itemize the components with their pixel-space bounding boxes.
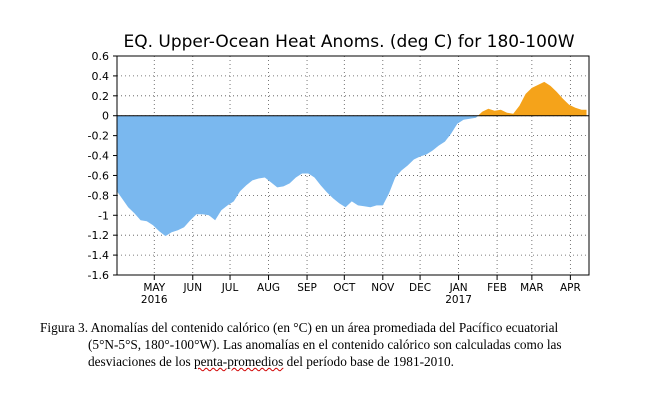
x-tick-label: MAY [143, 282, 165, 294]
x-tick-label: AUG [257, 282, 280, 294]
y-tick-label: -0.8 [88, 189, 109, 202]
y-tick-label: 0.4 [92, 70, 110, 83]
x-tick-label: OCT [333, 282, 356, 294]
y-tick-label: 0 [102, 110, 109, 123]
y-tick-label: -0.4 [88, 150, 109, 163]
y-tick-label: 0.2 [92, 90, 110, 103]
figure-caption: Figura 3. Anomalías del contenido calóri… [40, 319, 640, 370]
y-axis: 0.6 0.4 0.2 0 -0.2 -0.4 -0.6 -0.8 -1 -1.2 -1.4 -1.6 [88, 50, 117, 282]
x-year-label: 2016 [141, 294, 168, 306]
chart-title: EQ. Upper-Ocean Heat Anoms. (deg C) for … [123, 32, 574, 52]
x-tick-label: JUL [221, 282, 239, 294]
y-tick-label: -1.6 [88, 269, 109, 282]
y-tick-label: -1 [98, 209, 109, 222]
anomaly-areas [117, 81, 589, 237]
x-tick-label: MAR [520, 282, 544, 294]
caption-line-3-end: del período base de 1981-2010. [283, 354, 454, 369]
x-tick-label: JUN [182, 282, 202, 294]
x-tick-label: FEB [487, 282, 507, 294]
plot-frame [116, 55, 590, 276]
y-tick-label: -0.6 [88, 169, 109, 182]
x-tick-label: APR [560, 282, 581, 294]
x-tick-label: JAN [449, 282, 468, 294]
x-tick-label: DEC [409, 282, 431, 294]
positive-anomaly-area [117, 81, 587, 116]
caption-line-2: (5°N-5°S, 180°-100°W). Las anomalías en … [88, 337, 562, 352]
caption-line-3-start: desviaciones de los [88, 354, 194, 369]
x-year-label: 2017 [445, 294, 472, 306]
caption-line-3: desviaciones de los penta-promedios del … [40, 353, 640, 370]
caption-line-1: Figura 3. Anomalías del contenido calóri… [40, 320, 559, 335]
y-tick-label: -1.4 [88, 249, 109, 262]
x-tick-label: NOV [371, 282, 395, 294]
x-tick-label: SEP [297, 282, 317, 294]
chart: EQ. Upper-Ocean Heat Anoms. (deg C) for … [88, 32, 590, 306]
negative-anomaly-area [117, 115, 587, 237]
y-tick-label: 0.6 [92, 50, 110, 63]
y-tick-label: -0.2 [88, 130, 109, 143]
y-tick-label: -1.2 [88, 229, 109, 242]
caption-underlined-term: penta-promedios [193, 354, 284, 369]
